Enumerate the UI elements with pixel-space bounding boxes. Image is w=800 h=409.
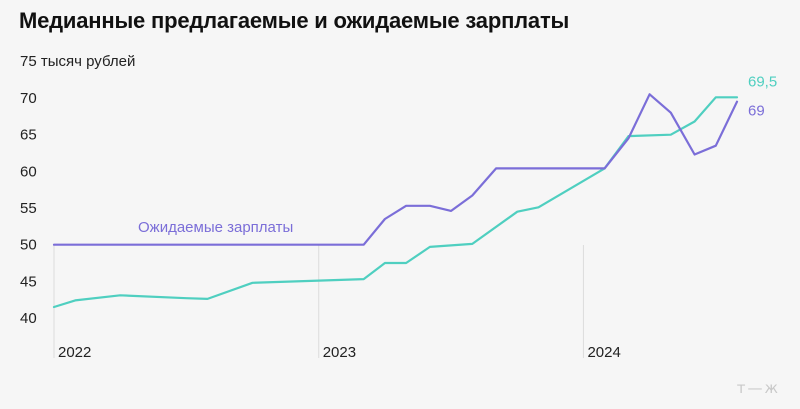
chart-title: Медианные предлагаемые и ожидаемые зарпл…	[19, 8, 570, 33]
series-line-0	[52, 93, 739, 246]
y-tick-labels: 40 45 50 55 60 65 70	[20, 90, 37, 327]
x-tick-2022: 2022	[58, 344, 91, 361]
y-axis-unit-label: 75 тысяч рублей	[20, 53, 135, 70]
y-tick-70: 70	[20, 90, 37, 107]
y-tick-50: 50	[20, 237, 37, 254]
series-labels: 69 69,5 Ожидаемые зарплаты	[138, 73, 777, 236]
series-line-1	[52, 96, 739, 309]
y-tick-65: 65	[20, 127, 37, 144]
y-tick-40: 40	[20, 310, 37, 327]
series-end-label-0: 69	[748, 103, 765, 120]
y-tick-60: 60	[20, 163, 37, 180]
y-tick-55: 55	[20, 200, 37, 217]
tj-logo: т—ж	[736, 379, 780, 397]
x-tick-2024: 2024	[587, 344, 620, 361]
series-end-label-1: 69,5	[748, 73, 777, 90]
series-lines	[52, 93, 739, 309]
y-tick-45: 45	[20, 273, 37, 290]
series-annotation-0: Ожидаемые зарплаты	[138, 219, 293, 236]
x-tick-labels: 2022 2023 2024	[58, 344, 621, 361]
x-tick-2023: 2023	[323, 344, 356, 361]
grid-lines	[53, 245, 584, 358]
